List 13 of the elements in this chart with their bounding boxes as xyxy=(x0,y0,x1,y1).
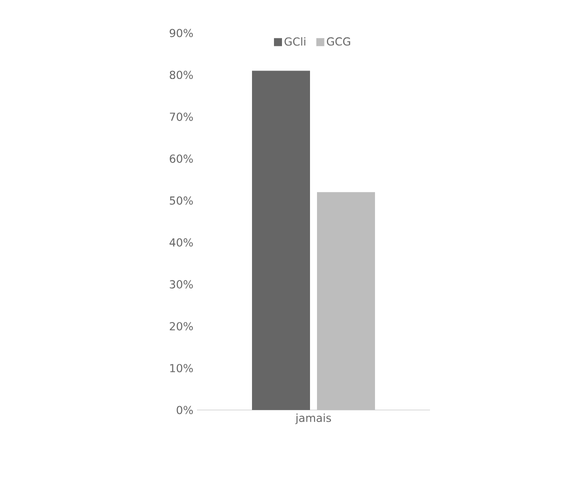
y-tick-label: 80% xyxy=(170,70,193,80)
legend-label: GCli xyxy=(284,37,306,46)
legend-label: GCG xyxy=(326,37,350,46)
y-tick-label: 70% xyxy=(170,112,193,121)
y-tick-label: 90% xyxy=(170,28,193,38)
y-tick-label: 0% xyxy=(176,406,193,414)
y-tick-label: 30% xyxy=(170,280,193,288)
y-tick-label: 50% xyxy=(170,196,193,205)
y-tick-label: 20% xyxy=(170,322,193,330)
y-tick-label: 40% xyxy=(170,238,193,247)
x-tick-label: jamais xyxy=(295,414,331,424)
y-tick-label: 60% xyxy=(170,154,193,163)
y-tick-label: 10% xyxy=(170,364,193,372)
